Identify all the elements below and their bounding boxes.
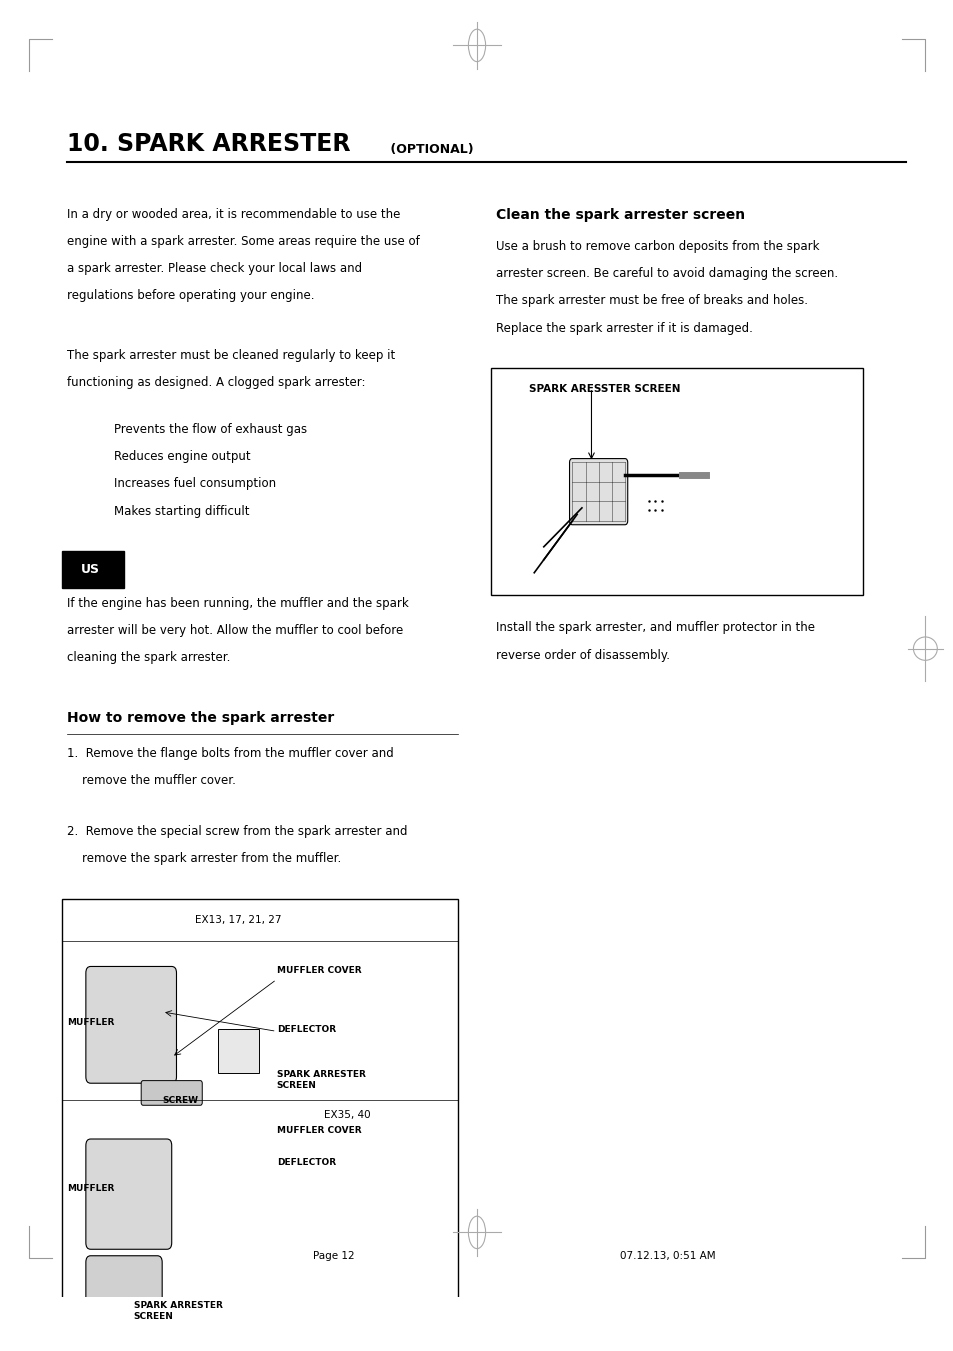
Text: Use a brush to remove carbon deposits from the spark: Use a brush to remove carbon deposits fr…: [496, 240, 819, 253]
Text: Makes starting difficult: Makes starting difficult: [114, 505, 250, 517]
Text: 10. SPARK ARRESTER: 10. SPARK ARRESTER: [67, 131, 350, 155]
Text: EX35, 40: EX35, 40: [324, 1111, 371, 1120]
Text: Prevents the flow of exhaust gas: Prevents the flow of exhaust gas: [114, 423, 307, 436]
FancyBboxPatch shape: [86, 966, 176, 1084]
FancyBboxPatch shape: [141, 1081, 202, 1105]
Text: Replace the spark arrester if it is damaged.: Replace the spark arrester if it is dama…: [496, 322, 752, 335]
Text: US: US: [81, 563, 100, 576]
Text: regulations before operating your engine.: regulations before operating your engine…: [67, 289, 314, 303]
Text: SPARK ARRESTER
SCREEN: SPARK ARRESTER SCREEN: [276, 1070, 365, 1090]
Text: reverse order of disassembly.: reverse order of disassembly.: [496, 648, 669, 662]
Text: In a dry or wooded area, it is recommendable to use the: In a dry or wooded area, it is recommend…: [67, 208, 399, 220]
Bar: [62, 898, 457, 1315]
Text: Page 12: Page 12: [313, 1251, 355, 1260]
Text: 2.  Remove the special screw from the spark arrester and: 2. Remove the special screw from the spa…: [67, 825, 407, 838]
Text: SPARK ARESSTER SCREEN: SPARK ARESSTER SCREEN: [529, 384, 680, 394]
Text: remove the spark arrester from the muffler.: remove the spark arrester from the muffl…: [67, 852, 340, 865]
Bar: [491, 369, 862, 596]
Text: DEFLECTOR: DEFLECTOR: [276, 1025, 335, 1034]
Text: If the engine has been running, the muffler and the spark: If the engine has been running, the muff…: [67, 597, 408, 609]
Text: SPARK ARRESTER
SCREEN: SPARK ARRESTER SCREEN: [133, 1301, 222, 1321]
Text: arrester will be very hot. Allow the muffler to cool before: arrester will be very hot. Allow the muf…: [67, 624, 402, 636]
Text: The spark arrester must be cleaned regularly to keep it: The spark arrester must be cleaned regul…: [67, 349, 395, 362]
Text: EX13, 17, 21, 27: EX13, 17, 21, 27: [195, 915, 281, 924]
FancyBboxPatch shape: [86, 1256, 162, 1351]
Text: 1.  Remove the flange bolts from the muffler cover and: 1. Remove the flange bolts from the muff…: [67, 747, 394, 761]
Text: How to remove the spark arrester: How to remove the spark arrester: [67, 711, 334, 725]
Text: MUFFLER: MUFFLER: [67, 1019, 114, 1027]
Text: MUFFLER COVER: MUFFLER COVER: [276, 1125, 361, 1135]
Text: remove the muffler cover.: remove the muffler cover.: [67, 774, 235, 788]
Text: arrester screen. Be careful to avoid damaging the screen.: arrester screen. Be careful to avoid dam…: [496, 267, 838, 280]
FancyBboxPatch shape: [86, 1139, 172, 1250]
Text: a spark arrester. Please check your local laws and: a spark arrester. Please check your loca…: [67, 262, 361, 276]
Text: DEFLECTOR: DEFLECTOR: [276, 1158, 335, 1167]
Text: SCREW: SCREW: [162, 1096, 198, 1105]
Text: cleaning the spark arrester.: cleaning the spark arrester.: [67, 651, 230, 665]
FancyBboxPatch shape: [217, 1028, 259, 1073]
FancyBboxPatch shape: [62, 551, 124, 588]
Text: functioning as designed. A clogged spark arrester:: functioning as designed. A clogged spark…: [67, 376, 365, 389]
Text: MUFFLER: MUFFLER: [67, 1185, 114, 1193]
Text: 07.12.13, 0:51 AM: 07.12.13, 0:51 AM: [619, 1251, 715, 1260]
Text: Install the spark arrester, and muffler protector in the: Install the spark arrester, and muffler …: [496, 621, 814, 635]
Text: MUFFLER COVER: MUFFLER COVER: [276, 966, 361, 975]
FancyBboxPatch shape: [569, 458, 627, 524]
Text: Clean the spark arrester screen: Clean the spark arrester screen: [496, 208, 744, 222]
Text: Increases fuel consumption: Increases fuel consumption: [114, 477, 276, 490]
Text: The spark arrester must be free of breaks and holes.: The spark arrester must be free of break…: [496, 295, 807, 308]
Text: Reduces engine output: Reduces engine output: [114, 450, 251, 463]
Text: (OPTIONAL): (OPTIONAL): [386, 143, 474, 155]
Text: engine with a spark arrester. Some areas require the use of: engine with a spark arrester. Some areas…: [67, 235, 419, 247]
